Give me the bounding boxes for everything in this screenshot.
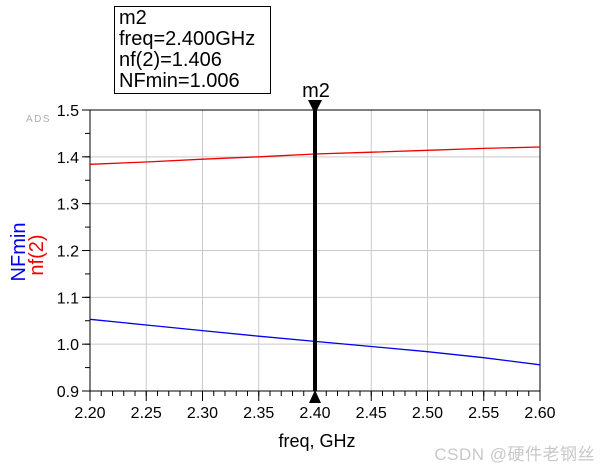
marker-nfmin-row: NFmin=1.006 [119,70,240,92]
ads-logo: ADS [26,114,52,125]
y-axis-label-nf2: nf(2) [26,234,48,275]
x-tick-label: 2.50 [412,405,443,422]
y-tick-label: 1.2 [57,244,79,261]
marker-freq-row: freq=2.400GHz [119,28,256,50]
y-axis-label-nfmin: NFmin [8,223,30,282]
y-tick-label: 1.1 [57,290,79,307]
y-tick-label: 1.5 [57,103,79,120]
x-tick-label: 2.20 [74,405,105,422]
y-tick-label: 1.3 [57,197,79,214]
marker-m2-bottom-triangle[interactable] [309,390,321,403]
marker-nf2-row: nf(2)=1.406 [119,49,222,71]
x-tick-label: 2.60 [524,405,555,422]
y-tick-label: 0.9 [57,384,79,401]
marker-m2-top-triangle[interactable] [308,100,322,114]
marker-name: m2 [119,7,147,29]
x-axis-label: freq, GHz [278,431,355,451]
x-tick-label: 2.55 [468,405,499,422]
x-tick-label: 2.40 [299,405,330,422]
marker-m2-label[interactable]: m2 [302,80,330,102]
x-tick-label: 2.45 [356,405,387,422]
y-tick-label: 1.4 [57,150,79,167]
x-tick-label: 2.25 [131,405,162,422]
x-tick-label: 2.35 [243,405,274,422]
x-tick-label: 2.30 [187,405,218,422]
csdn-watermark: CSDN @硬件老钢丝 [434,445,595,464]
y-tick-label: 1.0 [57,337,79,354]
marker-readout-box[interactable]: m2 freq=2.400GHz nf(2)=1.406 NFmin=1.006 [114,6,271,94]
